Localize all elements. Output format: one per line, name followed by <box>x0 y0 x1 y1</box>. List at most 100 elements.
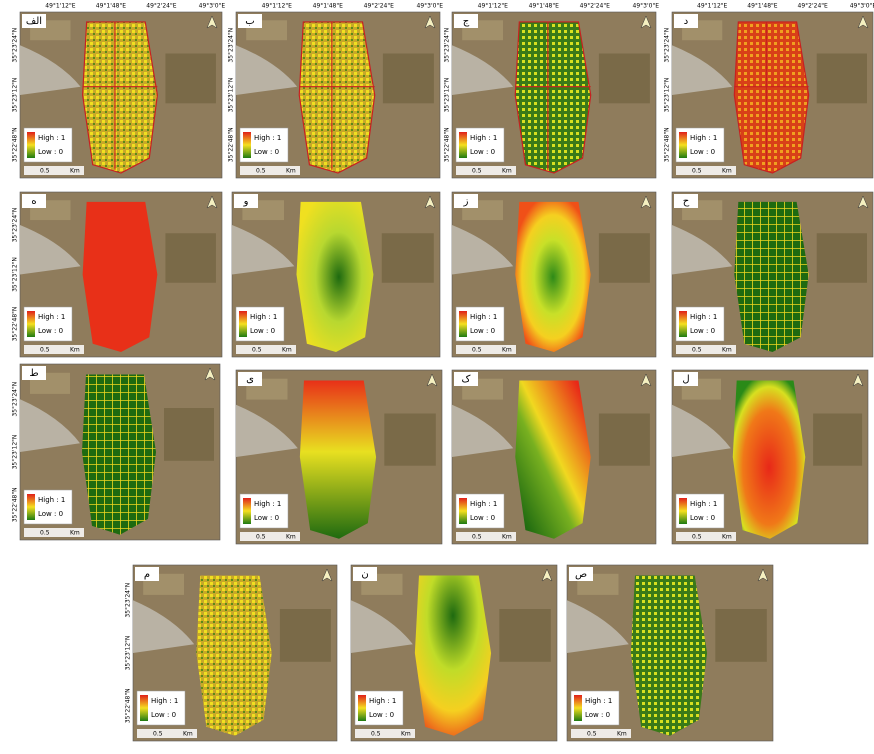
scale-value: 0.5 <box>692 347 702 354</box>
latitude-label: 35°23'12"N <box>228 78 235 113</box>
study-area <box>82 375 156 535</box>
legend-high: High : 1 <box>470 500 497 508</box>
scale-value: 0.5 <box>40 530 50 537</box>
map-panel: صHigh : 1Low : 00.5Km <box>567 565 773 741</box>
legend-high: High : 1 <box>690 313 717 321</box>
scale-value: 0.5 <box>256 534 266 541</box>
scale-unit: Km <box>70 168 80 175</box>
legend-low: Low : 0 <box>585 711 610 719</box>
study-area <box>631 576 707 736</box>
study-area <box>196 576 271 736</box>
scale-unit: Km <box>722 534 732 541</box>
latitude-label: 35°22'48"N <box>12 127 19 162</box>
legend-swatch <box>679 132 687 158</box>
longitude-label: 49°1'12"E <box>478 3 508 10</box>
legend-low: Low : 0 <box>38 327 63 335</box>
longitude-label: 49°1'48"E <box>747 3 777 10</box>
longitude-label: 49°3'0"E <box>199 3 226 10</box>
study-area <box>83 202 158 352</box>
study-area <box>300 380 376 538</box>
latitude-label: 35°23'12"N <box>444 78 451 113</box>
terrain-patch <box>599 414 650 466</box>
latitude-label: 35°23'12"N <box>664 78 671 113</box>
map-panel: مHigh : 1Low : 00.5Km35°23'24"N35°23'12"… <box>125 565 338 741</box>
latitude-label: 35°22'48"N <box>664 127 671 162</box>
study-area <box>515 22 590 173</box>
map-panel: هHigh : 1Low : 00.5Km35°23'24"N35°23'12"… <box>12 192 223 357</box>
longitude-label: 49°2'24"E <box>798 3 828 10</box>
scale-value: 0.5 <box>40 347 50 354</box>
map-panel: جHigh : 1Low : 00.5Km49°1'12"E49°1'48"E4… <box>444 3 660 179</box>
longitude-label: 49°1'48"E <box>96 3 126 10</box>
panel-label: ل <box>682 374 689 385</box>
legend-high: High : 1 <box>38 496 65 504</box>
legend-swatch <box>679 311 687 337</box>
legend-swatch <box>27 132 35 158</box>
legend-low: Low : 0 <box>470 327 495 335</box>
legend-high: High : 1 <box>690 500 717 508</box>
study-area <box>415 576 491 736</box>
latitude-label: 35°23'12"N <box>12 78 19 113</box>
longitude-label: 49°1'12"E <box>45 3 75 10</box>
legend-low: Low : 0 <box>470 514 495 522</box>
scale-value: 0.5 <box>472 347 482 354</box>
latitude-label: 35°22'48"N <box>12 487 19 522</box>
terrain-patch <box>383 54 434 104</box>
map-panel: یHigh : 1Low : 00.5Km <box>236 370 442 544</box>
scale-value: 0.5 <box>472 534 482 541</box>
latitude-label: 35°23'12"N <box>12 435 19 470</box>
scale-value: 0.5 <box>587 731 597 738</box>
legend-swatch <box>243 498 251 524</box>
legend-low: Low : 0 <box>38 148 63 156</box>
map-panel: وHigh : 1Low : 00.5Km <box>232 192 440 357</box>
legend-swatch <box>679 498 687 524</box>
panel-label: ز <box>463 196 469 207</box>
panel-label: ط <box>29 368 38 379</box>
latitude-label: 35°23'24"N <box>12 208 19 243</box>
study-area <box>83 22 158 173</box>
study-area <box>734 202 808 352</box>
study-area <box>733 380 806 538</box>
scale-value: 0.5 <box>252 347 262 354</box>
scale-value: 0.5 <box>692 534 702 541</box>
study-area <box>299 22 374 173</box>
terrain-patch <box>165 54 216 104</box>
scale-unit: Km <box>282 347 292 354</box>
scale-unit: Km <box>722 347 732 354</box>
terrain-patch <box>599 233 650 283</box>
scale-value: 0.5 <box>40 168 50 175</box>
panel-label: د <box>684 16 688 27</box>
legend-low: Low : 0 <box>250 327 275 335</box>
panel-label: ن <box>361 569 368 580</box>
scale-unit: Km <box>70 347 80 354</box>
panel-label: ج <box>463 16 470 27</box>
legend-swatch <box>243 132 251 158</box>
latitude-label: 35°22'48"N <box>12 307 19 342</box>
legend-swatch <box>574 695 582 721</box>
terrain-patch <box>280 609 331 662</box>
legend-swatch <box>459 311 467 337</box>
scale-unit: Km <box>401 731 411 738</box>
legend-high: High : 1 <box>585 697 612 705</box>
longitude-label: 49°3'0"E <box>417 3 444 10</box>
scale-unit: Km <box>183 731 193 738</box>
terrain-patch <box>164 408 214 461</box>
legend-low: Low : 0 <box>151 711 176 719</box>
study-area <box>515 380 590 538</box>
legend-low: Low : 0 <box>254 514 279 522</box>
terrain-patch <box>499 609 551 662</box>
latitude-label: 35°22'48"N <box>444 127 451 162</box>
legend-low: Low : 0 <box>369 711 394 719</box>
legend-swatch <box>27 494 35 520</box>
scale-unit: Km <box>617 731 627 738</box>
longitude-label: 49°1'12"E <box>262 3 292 10</box>
scale-value: 0.5 <box>153 731 163 738</box>
legend-low: Low : 0 <box>690 148 715 156</box>
latitude-label: 35°23'24"N <box>12 28 19 63</box>
map-panel: نHigh : 1Low : 00.5Km <box>351 565 557 741</box>
legend-swatch <box>459 498 467 524</box>
scale-unit: Km <box>286 168 296 175</box>
